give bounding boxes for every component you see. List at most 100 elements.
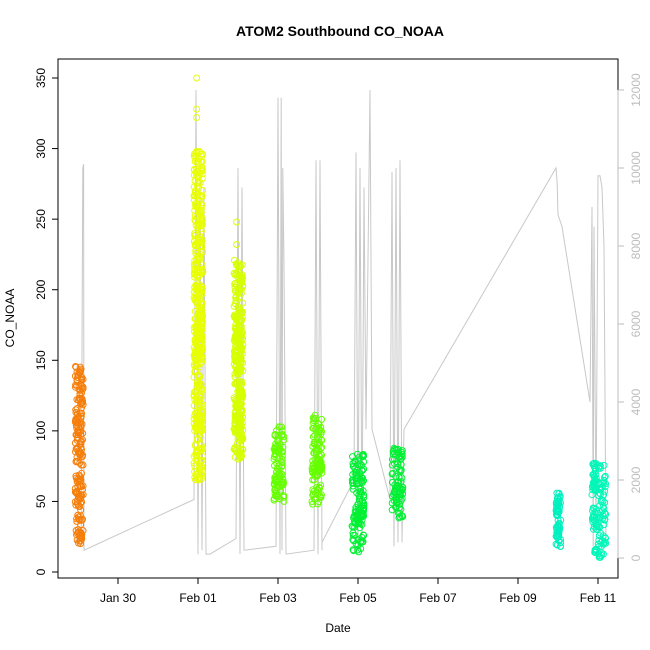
data-point [235,262,243,270]
x-tick-label: Feb 09 [499,591,537,605]
data-point [196,446,204,454]
scatter-series [270,423,288,505]
altitude-line [73,89,607,555]
data-point [78,376,85,384]
y-tick-label: 100 [34,421,48,441]
data-point [194,285,202,293]
data-point [71,439,79,447]
data-point [231,412,239,420]
data-point [235,368,243,376]
data-point [78,453,86,461]
data-point [588,491,596,499]
data-point [191,396,199,403]
y-tick-label: 150 [34,350,48,370]
data-point [309,419,317,427]
data-point [275,483,283,490]
data-point [191,468,199,476]
data-point [77,540,84,548]
data-point [198,175,206,183]
data-point [76,473,84,481]
data-point [309,491,317,499]
scatter-series [388,444,407,522]
data-point [194,448,202,456]
data-point [591,509,599,517]
data-point [234,344,242,352]
data-point [311,456,319,464]
data-point [556,542,564,550]
data-point [350,547,358,555]
data-point [197,225,205,233]
data-point [309,443,317,450]
data-point [280,497,288,505]
data-point [235,323,242,331]
data-point [596,513,604,521]
data-point [390,497,398,504]
data-point [358,533,366,541]
data-point [198,317,206,325]
data-point [192,262,200,270]
scatter-series [348,450,368,556]
data-point [77,529,85,536]
data-point [589,513,597,521]
data-point [73,396,81,404]
data-point [358,479,366,486]
data-point [236,454,244,462]
data-point [398,447,406,455]
data-point [73,377,81,385]
data-point [77,395,84,403]
data-point [196,242,204,250]
data-point [195,413,203,421]
data-point [355,491,363,499]
data-point [72,415,80,423]
data-point [349,536,357,543]
y-tick-label: 200 [34,279,48,299]
x-tick-label: Feb 03 [259,591,297,605]
data-point [390,444,398,452]
scatter-series [588,459,610,561]
data-point [274,445,282,452]
data-point [233,380,241,388]
data-point [276,472,284,480]
data-point [237,275,245,283]
data-point [232,402,240,410]
data-point [557,536,564,543]
data-point [353,489,361,497]
data-point [196,412,204,420]
data-point [194,398,202,406]
data-point [196,445,204,453]
data-point [231,280,239,288]
data-point [71,372,79,380]
data-point [556,503,564,511]
data-point [235,366,242,374]
data-point [230,360,238,368]
data-point [196,208,204,216]
data-point [196,191,204,199]
data-point [276,446,284,454]
data-point [76,459,84,467]
data-point [238,276,246,284]
data-point [190,391,198,399]
data-point [354,500,362,508]
data-point [396,513,404,521]
data-point [79,398,87,406]
data-point [394,445,402,453]
data-point [356,488,364,496]
data-point [197,227,205,235]
data-point [197,462,205,470]
data-point [194,253,202,261]
plot-frame [57,58,619,579]
data-point [350,537,357,545]
data-point [196,271,204,279]
data-point [392,504,400,512]
data-point [196,427,204,435]
data-point [239,299,246,307]
data-point [358,497,366,505]
data-point [193,456,201,464]
data-point [76,495,84,503]
data-point [196,328,204,336]
data-point [237,426,245,433]
data-point [195,333,203,341]
data-point [197,222,205,230]
data-point [233,401,241,409]
